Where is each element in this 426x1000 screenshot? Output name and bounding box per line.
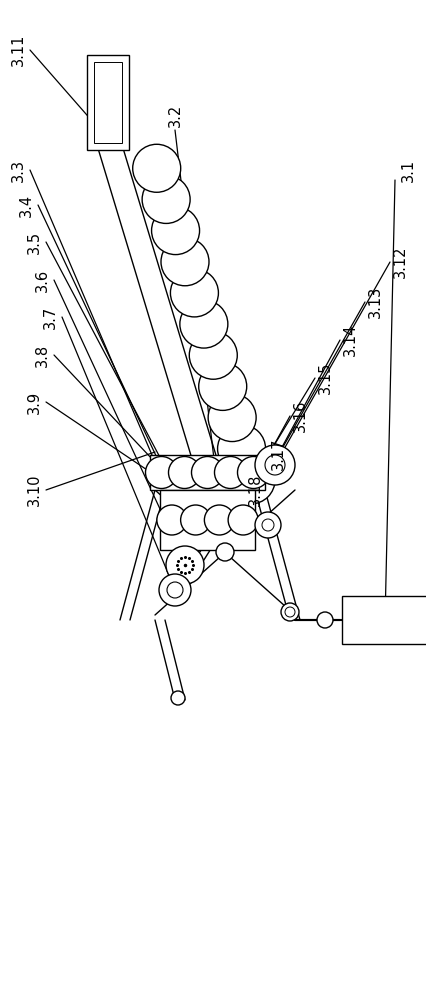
Circle shape bbox=[146, 456, 178, 488]
Circle shape bbox=[189, 331, 237, 379]
Circle shape bbox=[170, 269, 219, 317]
Circle shape bbox=[208, 394, 256, 442]
Text: 3.6: 3.6 bbox=[35, 268, 49, 292]
Text: 3.14: 3.14 bbox=[343, 324, 357, 356]
Circle shape bbox=[167, 582, 183, 598]
Circle shape bbox=[255, 445, 295, 485]
Circle shape bbox=[169, 456, 201, 488]
Text: 3.13: 3.13 bbox=[368, 286, 383, 318]
Circle shape bbox=[152, 207, 199, 255]
Bar bbox=[94, 62, 122, 142]
Circle shape bbox=[171, 691, 185, 705]
Circle shape bbox=[228, 505, 258, 535]
Circle shape bbox=[133, 144, 181, 192]
Circle shape bbox=[166, 546, 204, 584]
Circle shape bbox=[199, 362, 247, 410]
Circle shape bbox=[216, 543, 234, 561]
Text: 3.11: 3.11 bbox=[11, 34, 26, 66]
Text: 3.7: 3.7 bbox=[43, 305, 58, 329]
Text: 3.8: 3.8 bbox=[35, 343, 49, 367]
Text: 3.2: 3.2 bbox=[167, 103, 182, 127]
Circle shape bbox=[192, 456, 224, 488]
Text: 3.15: 3.15 bbox=[317, 362, 333, 394]
Circle shape bbox=[285, 607, 295, 617]
Text: 3.17: 3.17 bbox=[271, 438, 285, 470]
Bar bbox=[150, 455, 265, 490]
Circle shape bbox=[204, 505, 234, 535]
Circle shape bbox=[181, 505, 210, 535]
Circle shape bbox=[238, 456, 270, 488]
Bar bbox=[160, 490, 255, 550]
Text: 3.5: 3.5 bbox=[26, 230, 41, 254]
Circle shape bbox=[218, 425, 265, 473]
Circle shape bbox=[281, 603, 299, 621]
Circle shape bbox=[265, 455, 285, 475]
Bar bbox=[87, 54, 129, 149]
Circle shape bbox=[142, 175, 190, 223]
Circle shape bbox=[159, 574, 191, 606]
Text: 3.1: 3.1 bbox=[400, 158, 415, 182]
Text: 3.18: 3.18 bbox=[248, 474, 262, 506]
Circle shape bbox=[227, 456, 275, 504]
Text: 3.12: 3.12 bbox=[392, 246, 408, 278]
Text: 3.9: 3.9 bbox=[26, 390, 41, 414]
Text: 3.4: 3.4 bbox=[18, 193, 34, 217]
Circle shape bbox=[157, 505, 187, 535]
Circle shape bbox=[161, 238, 209, 286]
Text: 3.3: 3.3 bbox=[11, 158, 26, 182]
Text: 3.16: 3.16 bbox=[293, 400, 308, 432]
Bar bbox=[342, 596, 426, 644]
Circle shape bbox=[262, 519, 274, 531]
Circle shape bbox=[255, 512, 281, 538]
Circle shape bbox=[215, 456, 247, 488]
Text: 3.10: 3.10 bbox=[26, 474, 41, 506]
Circle shape bbox=[180, 300, 228, 348]
Circle shape bbox=[317, 612, 333, 628]
